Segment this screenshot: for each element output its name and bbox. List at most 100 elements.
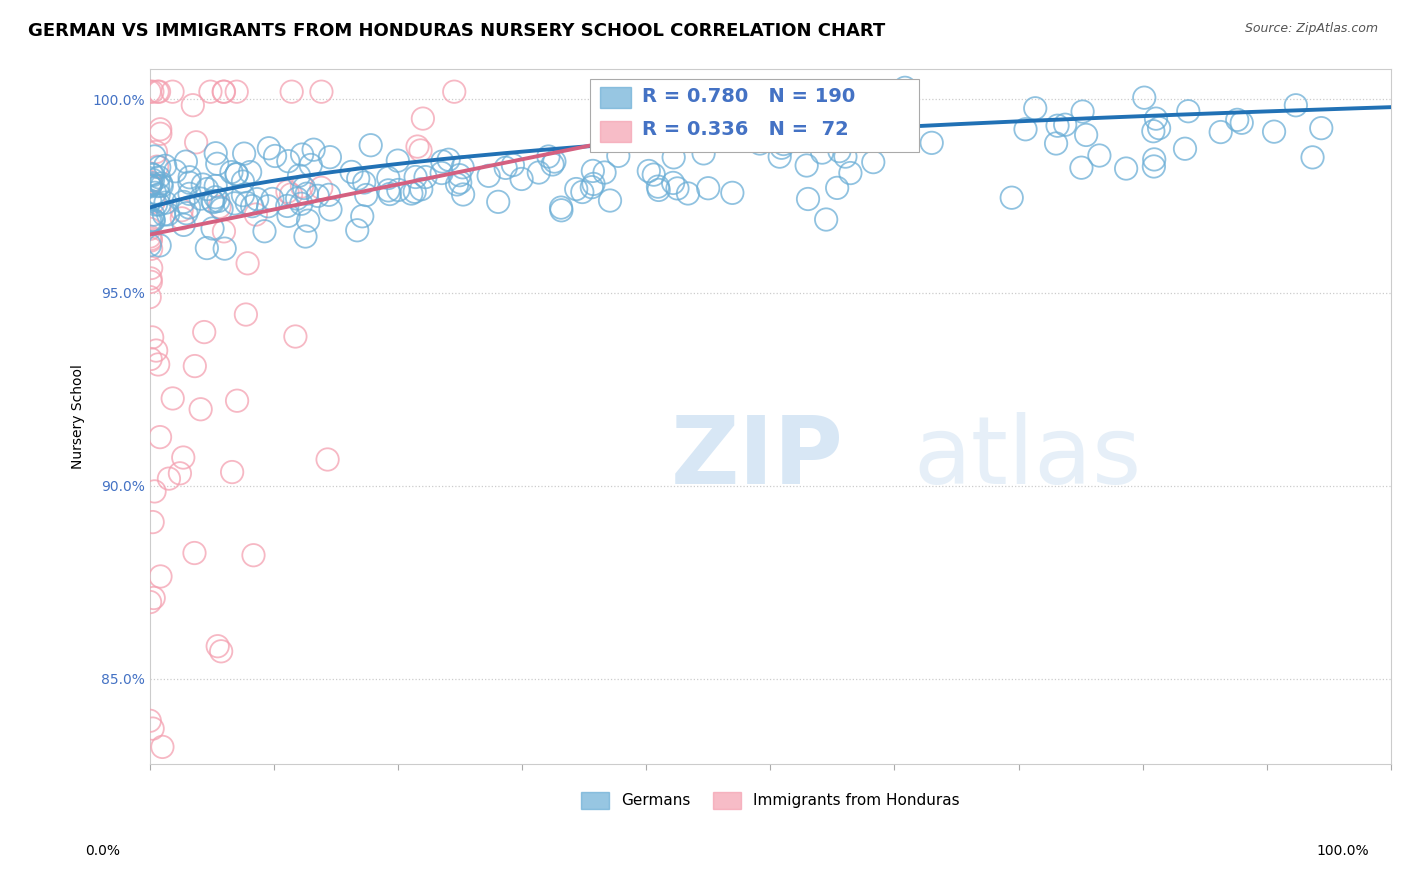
Point [145,343,167,358]
Point [354,188,377,202]
Point [839,166,862,180]
Point [142,213,165,227]
Point [148,161,170,175]
Point [193,325,215,339]
Point [766,119,789,133]
Point [149,122,172,136]
Text: ZIP: ZIP [671,412,844,504]
Legend: Germans, Immigrants from Honduras: Germans, Immigrants from Honduras [575,786,966,815]
Point [148,170,170,185]
Point [141,260,163,275]
Point [676,186,699,201]
Point [1143,153,1166,167]
Point [582,164,605,178]
Point [352,209,374,223]
Point [148,197,170,211]
Point [541,157,564,171]
Point [692,146,714,161]
Point [153,159,176,173]
Point [1143,160,1166,174]
Point [1070,161,1092,175]
Point [825,181,848,195]
Point [236,196,259,211]
Point [145,145,167,159]
Point [834,150,856,164]
Point [387,183,409,197]
Point [207,639,229,653]
Point [1285,98,1308,112]
Point [550,201,572,215]
Point [138,178,160,193]
Point [262,192,284,206]
Point [401,186,423,201]
Point [155,195,177,210]
Point [139,238,162,252]
Point [377,183,399,197]
Text: R = 0.336   N =  72: R = 0.336 N = 72 [643,120,849,139]
Point [862,155,884,169]
Text: atlas: atlas [912,412,1142,504]
Point [245,208,267,222]
Point [432,154,454,169]
Point [411,182,433,196]
Point [202,195,225,210]
Point [1174,142,1197,156]
Point [139,351,162,366]
Point [1071,104,1094,119]
Point [295,186,318,201]
Point [170,211,193,226]
Point [139,214,162,228]
Point [264,149,287,163]
Point [288,169,311,183]
Point [232,175,254,189]
Point [446,178,468,192]
Point [1014,122,1036,136]
Point [240,199,263,213]
Point [204,178,226,193]
Point [405,169,427,184]
Point [157,472,180,486]
Point [309,181,332,195]
Point [141,214,163,228]
Text: 100.0%: 100.0% [1316,844,1369,857]
Point [1302,150,1324,164]
Point [246,192,269,206]
Point [169,467,191,481]
Point [582,177,605,191]
Point [221,465,243,479]
Point [176,206,198,220]
Point [284,329,307,343]
Point [1046,119,1069,133]
Point [353,176,375,190]
Point [280,187,302,202]
Point [141,167,163,181]
Point [340,165,363,179]
Point [796,159,818,173]
Point [190,402,212,417]
Point [593,165,616,179]
Point [173,194,195,209]
Point [307,189,329,203]
Point [1310,121,1333,136]
Point [149,430,172,444]
Point [148,187,170,202]
Point [149,127,172,141]
Point [1115,161,1137,176]
Point [208,200,231,214]
Point [316,452,339,467]
Point [290,196,312,211]
Point [183,546,205,560]
Point [318,187,340,202]
Point [200,85,222,99]
Point [162,85,184,99]
Point [1045,136,1067,151]
Point [643,168,665,182]
Point [797,192,820,206]
Point [451,187,474,202]
Point [253,224,276,238]
Point [214,242,236,256]
Point [815,212,838,227]
Point [201,194,224,208]
Point [141,176,163,190]
Point [139,271,162,285]
